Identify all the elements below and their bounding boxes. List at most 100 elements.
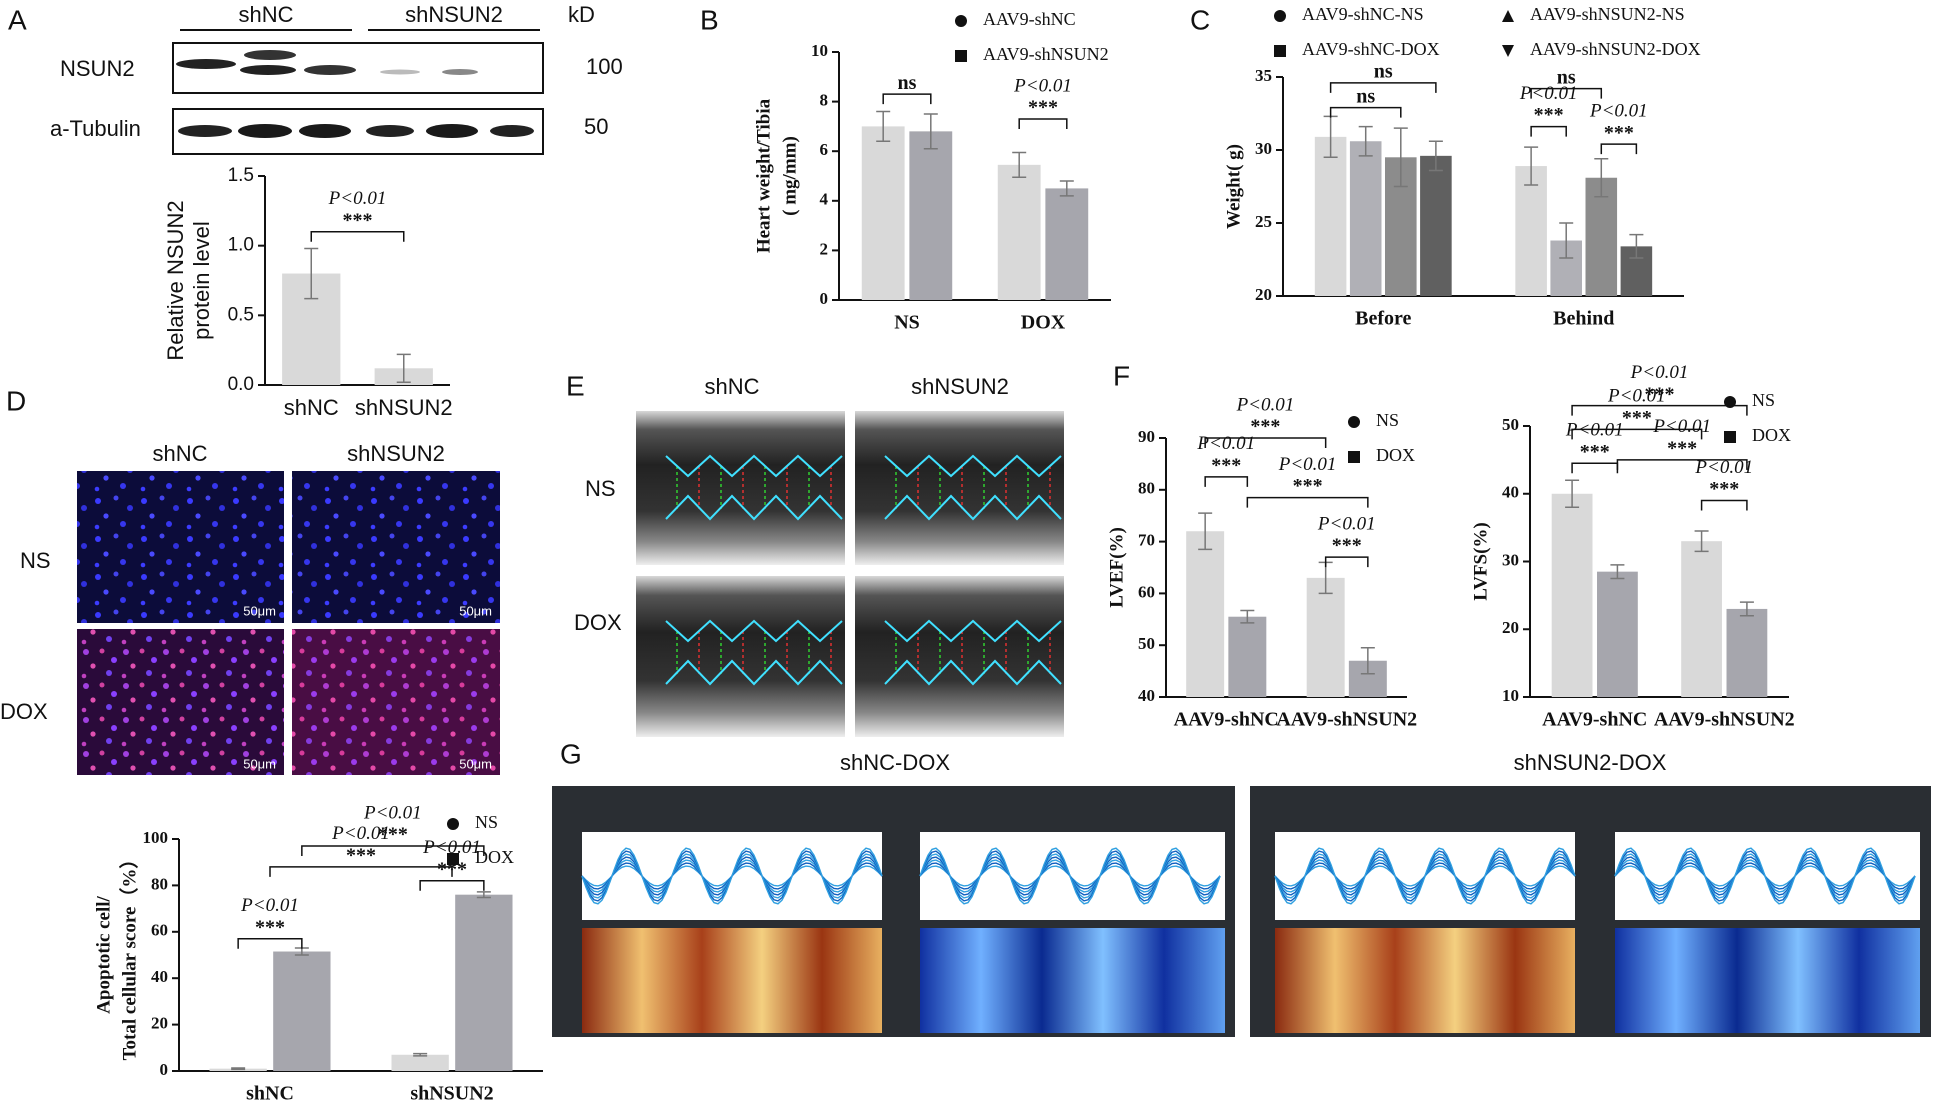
significance-label: ***	[1580, 441, 1610, 463]
strain-image	[552, 786, 1931, 1037]
significance-bracket	[1616, 459, 1748, 470]
error-bar	[1012, 151, 1027, 178]
y-tick-label: 40	[1138, 686, 1155, 705]
legend-marker	[1724, 396, 1736, 408]
column-label: shNC	[152, 441, 207, 466]
echo-trace	[665, 454, 843, 478]
error-bar	[876, 110, 891, 143]
row-label: DOX	[574, 610, 622, 635]
significance-label: ns	[1557, 66, 1576, 88]
significance-label: P<0.01	[1317, 513, 1376, 534]
significance-label: ***	[1028, 97, 1058, 119]
significance-label: ***	[1622, 407, 1652, 429]
echo-trace	[665, 619, 843, 643]
significance-label: P<0.01	[240, 895, 299, 916]
error-bar	[1565, 479, 1580, 509]
error-bar	[1428, 140, 1443, 172]
legend-marker	[1724, 431, 1736, 443]
y-tick-label: 90	[1138, 427, 1155, 446]
echo-trace	[884, 659, 1062, 686]
y-axis-label: LVEF(%)	[1106, 527, 1127, 608]
y-tick-label: 40	[151, 967, 168, 986]
y-tick-label: 10	[811, 41, 828, 60]
significance-bracket	[269, 866, 453, 877]
blot-unit: kD	[568, 2, 595, 27]
legend-marker	[447, 818, 459, 830]
blot-row: a-Tubulin	[50, 116, 141, 141]
y-axis-label: Weight( g)	[1223, 144, 1244, 229]
legend-marker	[447, 853, 459, 865]
x-tick-label: NS	[894, 312, 920, 334]
legend-marker	[1502, 10, 1514, 22]
legend-marker	[1348, 416, 1360, 428]
x-tick-label: shNSUN2	[355, 395, 453, 420]
significance-label: P<0.01	[1013, 75, 1072, 96]
legend-label: AAV9-shNSUN2	[983, 44, 1109, 64]
significance-bracket	[419, 880, 485, 891]
strain-title: shNSUN2-DOX	[1514, 750, 1667, 775]
significance-label: ***	[346, 844, 376, 866]
significance-label: P<0.01	[1694, 457, 1753, 478]
bar	[455, 894, 513, 1071]
significance-label: ns	[898, 72, 917, 94]
significance-label: P<0.01	[1652, 416, 1711, 437]
y-tick-label: 80	[1138, 479, 1155, 498]
echo-trace	[665, 659, 843, 686]
echo-trace	[884, 494, 1062, 521]
legend-label: NS	[475, 812, 498, 832]
y-tick-label: 20	[1502, 618, 1519, 637]
significance-label: ***	[1604, 122, 1634, 144]
significance-label: ***	[1645, 383, 1675, 405]
error-bar	[1360, 647, 1375, 675]
error-bar	[1694, 530, 1709, 553]
panel-letter: A	[8, 4, 27, 35]
y-tick-label: 60	[151, 921, 168, 940]
error-bar	[1739, 601, 1754, 617]
bar	[1186, 531, 1225, 697]
echo-trace	[884, 454, 1062, 478]
row-label: DOX	[0, 699, 48, 724]
legend-label: NS	[1752, 390, 1775, 410]
scale-bar: 50μm	[459, 756, 492, 771]
significance-label: P<0.01	[363, 802, 422, 823]
y-axis-label: Heart weight/Tibia	[753, 98, 774, 253]
error-bar	[1393, 127, 1408, 188]
significance-bracket	[1530, 125, 1567, 137]
bar	[1681, 541, 1722, 697]
echo-trace	[884, 619, 1062, 643]
y-tick-label: 6	[820, 140, 829, 159]
strain-curve	[1274, 847, 1576, 905]
y-tick-label: 25	[1255, 212, 1272, 231]
significance-bracket	[1246, 496, 1369, 508]
x-tick-label: Before	[1355, 308, 1411, 330]
legend-label: AAV9-shNSUN2-NS	[1530, 4, 1685, 24]
significance-label: P<0.01	[1236, 394, 1295, 415]
y-tick-label: 80	[151, 874, 168, 893]
bar	[1349, 141, 1382, 296]
error-bar	[1594, 158, 1609, 198]
column-label: shNC	[704, 374, 759, 399]
bar	[1306, 577, 1345, 697]
error-bar	[1610, 564, 1625, 580]
error-bar	[1629, 233, 1644, 259]
blot-group: shNC	[238, 2, 293, 27]
y-axis-label: Apoptotic cell/	[93, 895, 114, 1013]
y-tick-label: 0	[820, 289, 829, 308]
error-bar	[1559, 222, 1574, 259]
panel-letter: G	[560, 738, 582, 769]
blot-image	[172, 42, 544, 155]
y-tick-label: 35	[1255, 66, 1272, 85]
y-tick-label: 20	[151, 1014, 168, 1033]
y-tick-label: 0.0	[228, 374, 254, 395]
error-bar	[1524, 146, 1539, 186]
significance-label: P<0.01	[331, 823, 390, 844]
scale-bar: 50μm	[243, 603, 276, 618]
legend-label: DOX	[1376, 445, 1415, 465]
legend-marker	[955, 50, 967, 62]
significance-label: ***	[378, 824, 408, 846]
column-label: shNSUN2	[911, 374, 1009, 399]
x-tick-label: shNC	[284, 395, 339, 420]
row-label: NS	[20, 548, 51, 573]
strain-curve	[1614, 847, 1916, 905]
bar	[1420, 155, 1452, 296]
